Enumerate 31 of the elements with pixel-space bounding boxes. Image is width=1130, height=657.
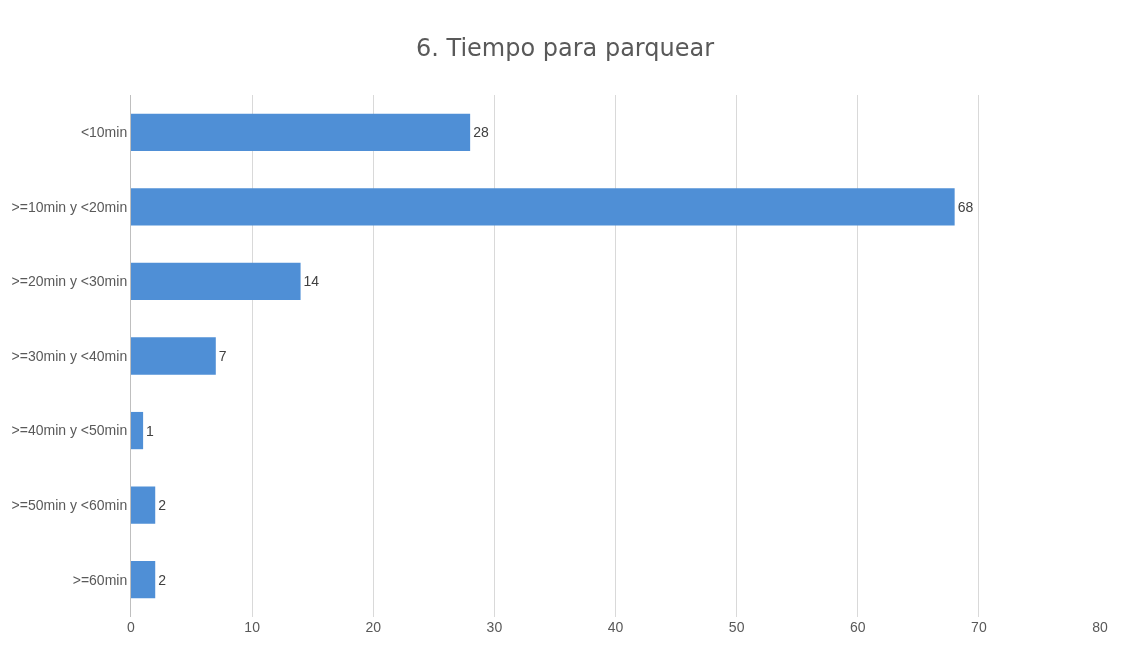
chart-title: 6. Tiempo para parquear [415, 34, 715, 63]
y-tick-label: >=20min y <30min [11, 273, 128, 290]
x-tick-label: 80 [1092, 619, 1108, 635]
x-tick-label: 0 [127, 619, 136, 635]
y-tick-label: >=40min y <50min [11, 422, 128, 439]
data-label: 2 [158, 571, 167, 588]
y-tick-label: >=50min y <60min [11, 497, 128, 514]
y-tick-label: >=60min [72, 571, 128, 588]
x-tick-label: 60 [849, 619, 866, 635]
x-tick-label: 30 [486, 619, 503, 635]
bar [131, 262, 301, 301]
x-tick-label: 20 [365, 619, 382, 635]
bar [131, 411, 144, 450]
x-tick-label: 10 [244, 619, 261, 635]
bar [131, 188, 955, 226]
data-label: 68 [957, 198, 974, 215]
x-tick-label: 50 [728, 619, 745, 635]
x-tick-label: 70 [971, 619, 987, 635]
bar [131, 561, 156, 599]
data-label: 7 [218, 348, 227, 364]
data-label: 28 [473, 124, 489, 141]
y-tick-label: >=10min y <20min [11, 198, 128, 215]
bar [131, 113, 471, 151]
y-tick-label: >=30min y <40min [11, 347, 128, 364]
bar [131, 337, 216, 375]
bar [131, 486, 156, 524]
x-tick-label: 40 [607, 619, 624, 635]
data-label: 1 [146, 422, 155, 439]
y-tick-label: <10min [80, 124, 128, 141]
data-label: 2 [158, 497, 167, 514]
data-label: 14 [303, 273, 320, 290]
